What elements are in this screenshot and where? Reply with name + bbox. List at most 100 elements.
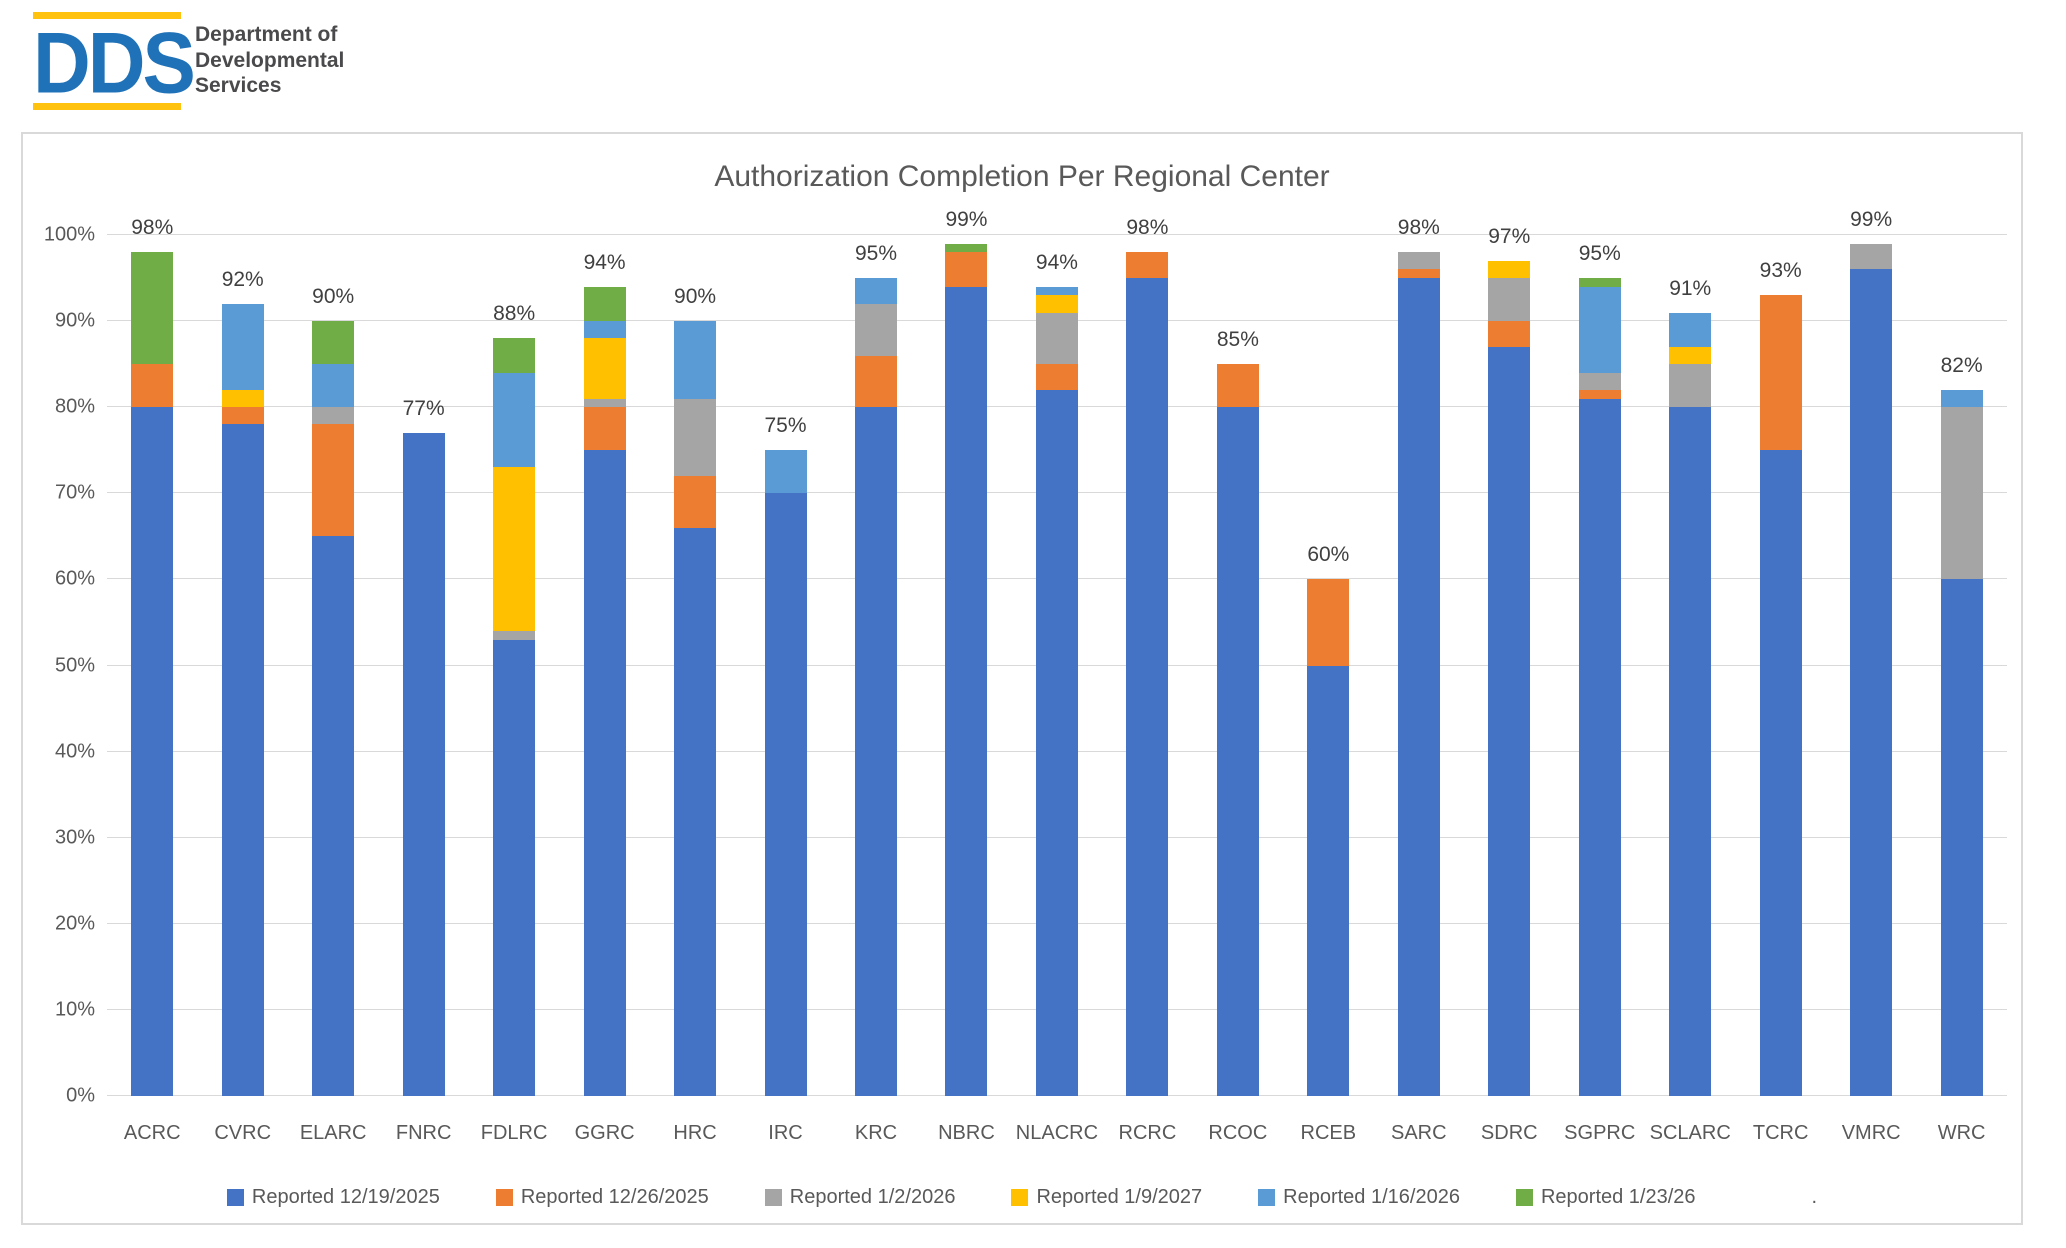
logo-top-bar [33,12,181,19]
y-axis-tick-label: 40% [54,740,95,763]
y-axis-tick-label: 90% [54,309,95,332]
stacked-bar-IRC[interactable] [764,450,807,1096]
stacked-bar-KRC[interactable] [854,278,897,1096]
bar-segment [312,424,355,537]
bar-column-NBRC: 99% [921,208,1011,1096]
legend-label: Reported 12/19/2025 [251,1186,440,1208]
y-axis-tick-label: 60% [54,567,95,590]
logo-name-line3: Services [195,74,282,98]
bar-column-SDRC: 97% [1464,225,1554,1096]
x-axis-label-RCOC: RCOC [1208,1122,1268,1144]
bar-column-KRC: 95% [831,235,921,1096]
logo-name-line2: Developmental [195,48,345,72]
bar-segment [764,493,807,1096]
x-axis-labels: ACRC CVRC ELARC FNRC FDLRC GGRC HRC IRC KRC NBRC N… [107,1122,2007,1145]
x-axis-label-RCEB: RCEB [1300,1122,1357,1144]
bar-segment [1940,390,1983,408]
x-axis-label-FDLRC: FDLRC [480,1122,548,1144]
stacked-bar-RCOC[interactable] [1216,364,1259,1096]
legend-item[interactable]: Reported 1/2/2026 [764,1186,956,1209]
logo-acronym: DDS [33,14,196,111]
stacked-bar-HRC[interactable] [674,321,717,1096]
stacked-bar-ELARC[interactable] [312,321,355,1096]
bar-column-SARC: 98% [1374,216,1464,1096]
legend-label: Reported 1/23/26 [1540,1186,1696,1208]
bar-total-label: 88% [493,302,536,326]
stacked-bar-RCEB[interactable] [1307,579,1350,1096]
bar-segment [1578,389,1621,399]
stacked-bar-CVRC[interactable] [221,303,264,1096]
bar-column-SGPRC: 95% [1555,235,1645,1096]
bar-column-FDLRC: 88% [469,235,559,1096]
bar-segment [945,252,988,287]
stacked-bar-VMRC[interactable] [1850,243,1893,1096]
dds-logo: DDS Department of Developmental Services [33,12,345,111]
legend-item[interactable]: Reported 12/19/2025 [226,1186,440,1209]
bar-segment [854,278,897,304]
dds-logo-mark: DDS [33,12,196,111]
bar-segment [945,286,988,1096]
legend-item[interactable]: Reported 12/26/2025 [495,1186,709,1209]
bar-total-label: 98% [131,216,174,240]
bar-column-RCEB: 60% [1283,235,1373,1096]
stacked-bar-SCLARC[interactable] [1669,312,1712,1096]
y-axis-tick-label: 0% [66,1084,95,1107]
bar-total-label: 99% [1850,207,1893,231]
bar-segment [131,407,174,1096]
legend-item[interactable]: Reported 1/16/2026 [1258,1186,1460,1209]
stacked-bar-FDLRC[interactable] [493,338,536,1096]
gridline [107,234,2007,235]
stacked-bar-SGPRC[interactable] [1578,278,1621,1096]
bar-segment [583,321,626,339]
bar-column-GGRC: 94% [559,235,649,1096]
stacked-bar-RCRC[interactable] [1126,252,1169,1096]
bar-segment [221,389,264,408]
bar-segment [1035,295,1078,313]
bar-column-HRC: 90% [650,235,740,1096]
bar-segment [131,252,174,365]
bar-segment [1126,252,1169,279]
bar-column-SCLARC: 91% [1645,235,1735,1096]
stacked-bar-FNRC[interactable] [402,433,445,1096]
legend-item[interactable]: Reported 1/9/2027 [1011,1186,1202,1209]
stacked-bar-ACRC[interactable] [131,252,174,1096]
bar-total-label: 60% [1307,543,1350,567]
legend-marker-icon [1515,1189,1533,1206]
bar-segment [1850,243,1893,270]
stacked-bar-TCRC[interactable] [1759,295,1802,1096]
bar-column-CVRC: 92% [197,235,287,1096]
bar-segment [1578,278,1621,287]
bar-total-label: 98% [1397,216,1440,240]
stacked-bar-SARC[interactable] [1397,252,1440,1096]
legend-marker-icon [1258,1189,1276,1206]
bar-segment [854,303,897,356]
bar-segment [493,639,536,1096]
x-axis-label-SARC: SARC [1391,1122,1447,1144]
legend-label: Reported 1/2/2026 [789,1186,956,1208]
stacked-bar-NLACRC[interactable] [1035,286,1078,1096]
y-axis-tick-label: 10% [54,998,95,1021]
bar-segment [1669,346,1712,365]
stacked-bar-GGRC[interactable] [583,286,626,1096]
x-axis-label-TCRC: TCRC [1752,1122,1809,1144]
bar-total-label: 85% [1216,328,1259,352]
bar-segment [312,321,355,365]
legend-item[interactable]: Reported 1/23/26 [1515,1186,1696,1209]
stacked-bar-WRC[interactable] [1940,390,1983,1096]
bar-segment [131,364,174,408]
bar-segment [674,476,717,528]
bar-segment [1488,278,1531,322]
bar-segment [312,364,355,408]
bar-segment [764,450,807,494]
bar-segment [674,527,717,1096]
stacked-bar-NBRC[interactable] [945,243,988,1096]
logo-bottom-bar [33,103,181,111]
bar-segment [1397,269,1440,279]
bar-segment [583,286,626,322]
bar-segment [1035,389,1078,1096]
bar-total-label: 90% [674,285,717,309]
bar-total-label: 82% [1940,353,1983,377]
bar-segment [312,407,355,425]
bar-segment [1307,579,1350,666]
stacked-bar-SDRC[interactable] [1488,260,1531,1096]
